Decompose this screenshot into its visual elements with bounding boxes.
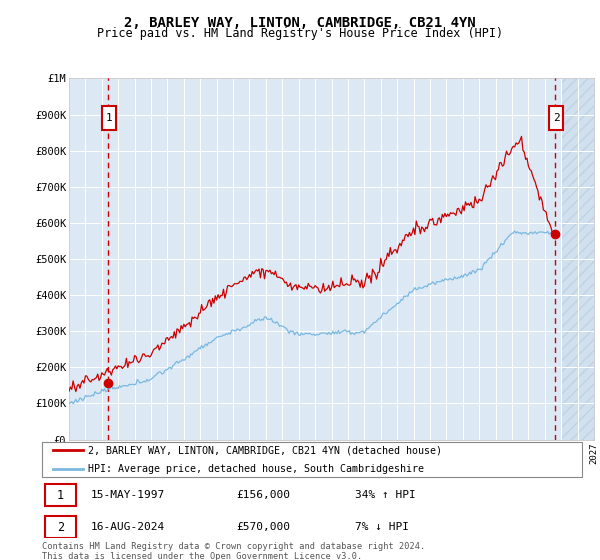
FancyBboxPatch shape [102,106,116,130]
Text: 34% ↑ HPI: 34% ↑ HPI [355,490,416,500]
FancyBboxPatch shape [549,106,563,130]
Bar [561,78,594,440]
Text: 15-MAY-1997: 15-MAY-1997 [91,490,165,500]
Text: 2: 2 [57,520,64,534]
Text: Contains HM Land Registry data © Crown copyright and database right 2024.
This d: Contains HM Land Registry data © Crown c… [42,542,425,560]
Text: 2, BARLEY WAY, LINTON, CAMBRIDGE, CB21 4YN: 2, BARLEY WAY, LINTON, CAMBRIDGE, CB21 4… [124,16,476,30]
Text: 16-AUG-2024: 16-AUG-2024 [91,522,165,532]
Text: 2: 2 [553,113,560,123]
Text: £156,000: £156,000 [236,490,290,500]
Text: Price paid vs. HM Land Registry's House Price Index (HPI): Price paid vs. HM Land Registry's House … [97,27,503,40]
Text: 1: 1 [106,113,112,123]
Text: HPI: Average price, detached house, South Cambridgeshire: HPI: Average price, detached house, Sout… [88,464,424,474]
Text: 1: 1 [57,489,64,502]
FancyBboxPatch shape [45,516,76,538]
Text: 7% ↓ HPI: 7% ↓ HPI [355,522,409,532]
Text: 2, BARLEY WAY, LINTON, CAMBRIDGE, CB21 4YN (detached house): 2, BARLEY WAY, LINTON, CAMBRIDGE, CB21 4… [88,445,442,455]
FancyBboxPatch shape [45,484,76,506]
Text: £570,000: £570,000 [236,522,290,532]
FancyBboxPatch shape [42,442,582,477]
